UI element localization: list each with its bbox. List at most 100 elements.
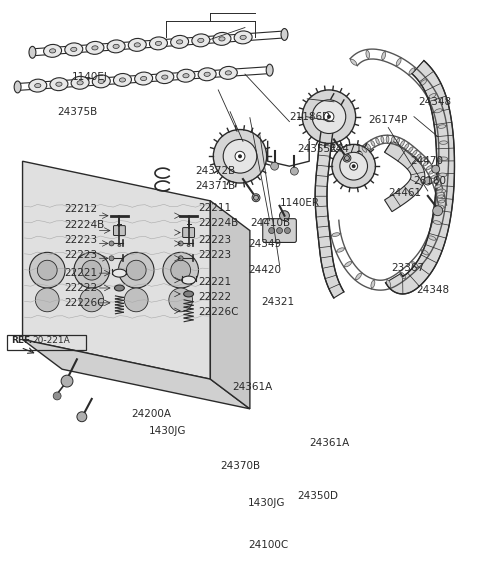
Circle shape — [163, 252, 199, 288]
Text: 24321: 24321 — [262, 297, 295, 307]
Text: 22211: 22211 — [199, 203, 232, 213]
Ellipse shape — [86, 41, 104, 54]
Ellipse shape — [440, 157, 448, 161]
Text: 24348: 24348 — [418, 97, 451, 107]
Circle shape — [223, 139, 257, 173]
Ellipse shape — [118, 244, 121, 247]
Circle shape — [312, 100, 346, 134]
Text: 24348: 24348 — [416, 285, 449, 295]
Ellipse shape — [396, 58, 401, 66]
Ellipse shape — [182, 276, 195, 284]
Ellipse shape — [183, 74, 189, 78]
Circle shape — [171, 260, 191, 280]
Circle shape — [80, 288, 104, 312]
Ellipse shape — [426, 166, 432, 170]
Ellipse shape — [219, 37, 225, 41]
Ellipse shape — [71, 77, 89, 89]
Text: 26160: 26160 — [413, 176, 446, 186]
Ellipse shape — [56, 82, 62, 86]
Circle shape — [276, 228, 283, 233]
Ellipse shape — [225, 71, 231, 75]
Circle shape — [271, 162, 278, 170]
Text: 24471: 24471 — [329, 145, 362, 154]
Ellipse shape — [400, 272, 406, 279]
Circle shape — [285, 228, 290, 233]
Ellipse shape — [438, 125, 446, 128]
Text: 24370B: 24370B — [220, 461, 260, 471]
Polygon shape — [384, 141, 425, 211]
Circle shape — [252, 194, 260, 202]
Ellipse shape — [71, 47, 77, 51]
Text: 22221: 22221 — [199, 277, 232, 287]
Ellipse shape — [440, 141, 447, 145]
Text: 22226C: 22226C — [64, 298, 105, 308]
Ellipse shape — [405, 143, 409, 149]
Circle shape — [109, 241, 114, 246]
Circle shape — [327, 115, 331, 119]
Ellipse shape — [434, 109, 442, 113]
Circle shape — [82, 260, 102, 280]
Text: 22223: 22223 — [64, 236, 97, 245]
Ellipse shape — [113, 44, 119, 48]
Text: 22212: 22212 — [64, 204, 97, 214]
Text: 1140EJ: 1140EJ — [72, 72, 108, 82]
Circle shape — [74, 252, 109, 288]
Circle shape — [324, 112, 334, 122]
Ellipse shape — [92, 75, 110, 88]
Text: 22223: 22223 — [199, 236, 232, 245]
Ellipse shape — [436, 190, 443, 193]
Text: 1430JG: 1430JG — [248, 498, 286, 508]
Circle shape — [213, 130, 267, 183]
Ellipse shape — [114, 285, 124, 291]
Ellipse shape — [429, 170, 434, 174]
Ellipse shape — [177, 40, 183, 44]
Text: 1430JG: 1430JG — [149, 426, 187, 435]
Ellipse shape — [436, 205, 444, 209]
Ellipse shape — [350, 59, 357, 65]
Ellipse shape — [149, 37, 168, 50]
Ellipse shape — [435, 185, 441, 188]
Ellipse shape — [213, 32, 231, 46]
Ellipse shape — [266, 64, 273, 76]
Text: 22222: 22222 — [199, 292, 232, 302]
Polygon shape — [385, 60, 455, 294]
Ellipse shape — [98, 79, 104, 84]
Polygon shape — [23, 339, 250, 409]
Ellipse shape — [386, 280, 391, 287]
Ellipse shape — [198, 38, 204, 43]
Ellipse shape — [44, 44, 61, 58]
Text: 24100C: 24100C — [248, 540, 288, 551]
Ellipse shape — [386, 136, 389, 142]
Circle shape — [269, 228, 275, 233]
Ellipse shape — [438, 189, 446, 192]
Ellipse shape — [416, 154, 421, 159]
Circle shape — [37, 260, 57, 280]
Ellipse shape — [433, 221, 441, 225]
Circle shape — [29, 252, 65, 288]
Circle shape — [352, 164, 356, 168]
Ellipse shape — [376, 138, 379, 144]
Circle shape — [253, 195, 258, 200]
Ellipse shape — [50, 78, 68, 90]
Ellipse shape — [198, 68, 216, 81]
Ellipse shape — [420, 157, 425, 162]
Ellipse shape — [362, 147, 367, 152]
Ellipse shape — [112, 269, 126, 277]
Ellipse shape — [366, 143, 371, 149]
Circle shape — [178, 256, 183, 261]
Text: 24461: 24461 — [388, 188, 421, 198]
Ellipse shape — [366, 51, 370, 58]
Ellipse shape — [240, 35, 246, 40]
Ellipse shape — [29, 46, 36, 58]
FancyBboxPatch shape — [113, 226, 125, 236]
Text: 24200A: 24200A — [131, 409, 171, 419]
Ellipse shape — [332, 233, 340, 237]
FancyBboxPatch shape — [263, 219, 296, 242]
Circle shape — [178, 241, 183, 246]
Text: 22226C: 22226C — [199, 307, 239, 317]
Ellipse shape — [107, 40, 125, 53]
Ellipse shape — [433, 180, 439, 183]
Ellipse shape — [162, 75, 168, 79]
Polygon shape — [315, 94, 344, 298]
Circle shape — [432, 165, 440, 173]
